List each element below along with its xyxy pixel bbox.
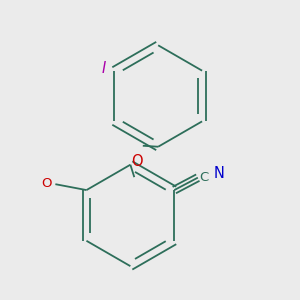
Text: O: O	[131, 154, 143, 169]
Text: N: N	[214, 166, 224, 181]
Text: O: O	[42, 177, 52, 190]
Text: I: I	[102, 61, 106, 76]
Text: C: C	[199, 171, 208, 184]
